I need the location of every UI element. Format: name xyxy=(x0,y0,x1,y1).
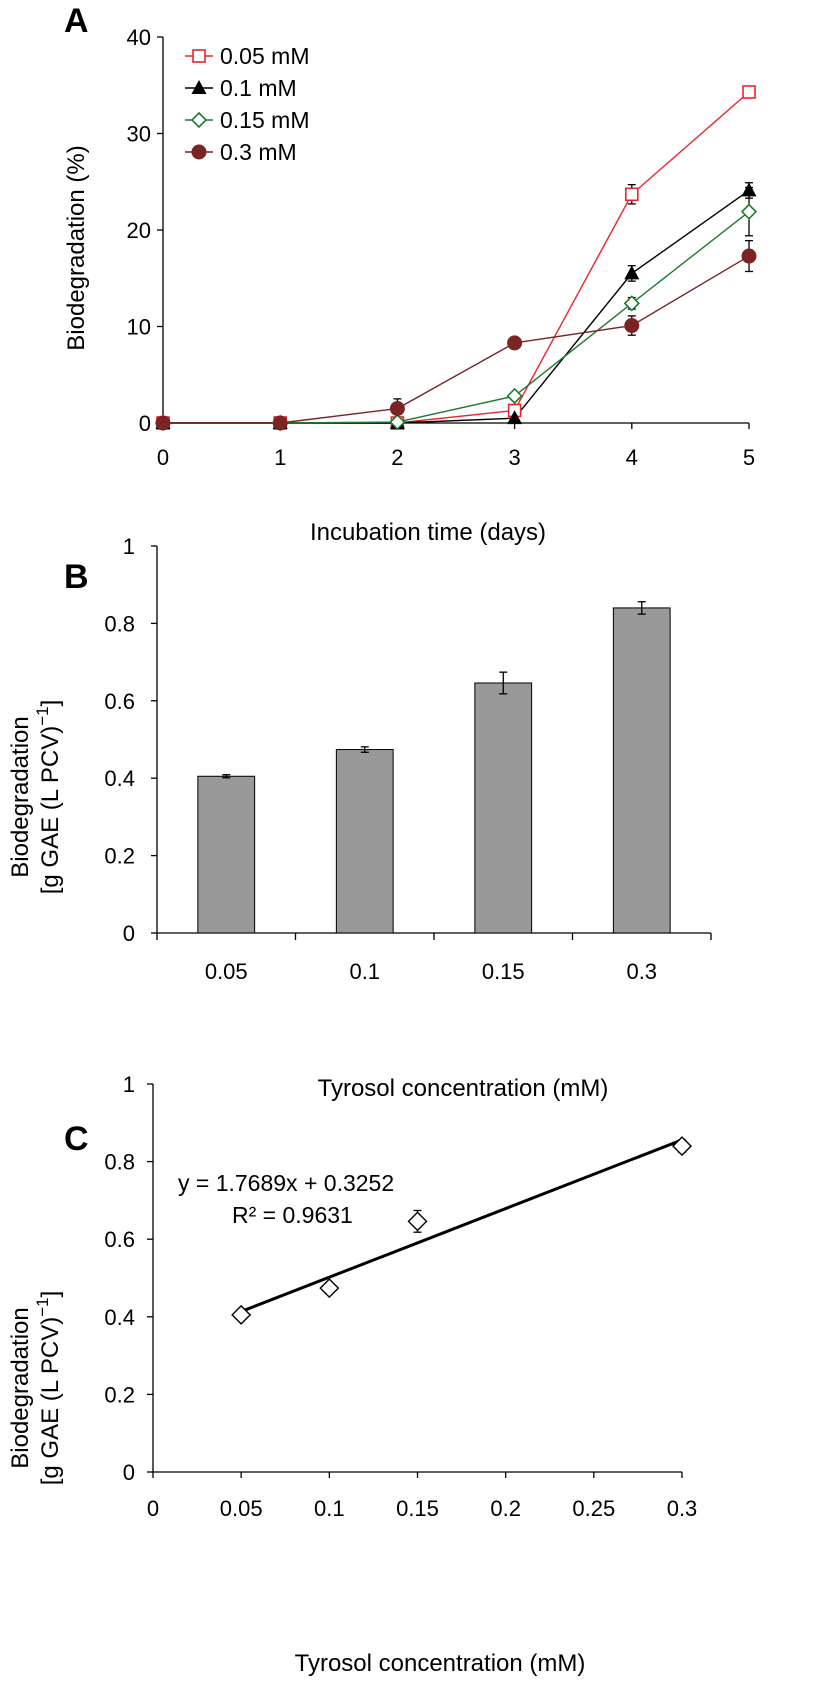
panel-c-y-title: Biodegradation [g GAE (L PCV)−1] xyxy=(7,1291,64,1486)
panel-b-y-tick-label: 0.2 xyxy=(104,844,135,869)
panel-c-point-0.05 xyxy=(231,1304,252,1325)
legend-label-2: 0.15 mM xyxy=(220,107,309,133)
panel-a-x-tick-label: 5 xyxy=(743,445,755,470)
panel-a-x-tick-label: 2 xyxy=(391,445,403,470)
panel-a-series-line-1 xyxy=(163,189,750,424)
panel-a-letter: A xyxy=(64,2,89,40)
panel-c-x-tick-label: 0.15 xyxy=(396,1496,439,1521)
panel-c-y-title-line1: Biodegradation xyxy=(7,1307,34,1468)
panel-a-point-2 xyxy=(506,387,523,405)
panel-a-x-title: Incubation time (days) xyxy=(310,519,546,546)
panel-a-point-1 xyxy=(624,265,640,280)
legend-marker-1 xyxy=(191,80,207,94)
panel-c-y-tick-label: 0.2 xyxy=(104,1382,135,1407)
legend-marker-3 xyxy=(191,144,207,160)
svg-text:[g GAE (L PCV)−1]: [g GAE (L PCV)−1] xyxy=(33,700,64,895)
panel-b-y-tick-label: 1 xyxy=(123,534,135,559)
panel-a-point-3 xyxy=(507,335,523,351)
panel-c-x-tick-label: 0.25 xyxy=(572,1496,615,1521)
panel-a-x-tick-label: 1 xyxy=(274,445,286,470)
panel-c-x-title: Tyrosol concentration (mM) xyxy=(295,1650,586,1677)
panel-b-x-tick-label: 0.05 xyxy=(205,959,248,984)
legend-label-1: 0.1 mM xyxy=(220,75,297,101)
panel-a-point-3 xyxy=(624,318,640,334)
panel-a-point-2 xyxy=(623,295,640,312)
panel-c-y-title-sup: −1 xyxy=(33,1297,52,1316)
panel-a-point-3 xyxy=(272,415,288,431)
panel-a-point-0 xyxy=(742,85,756,99)
panel-b-x-tick-label: 0.1 xyxy=(349,959,380,984)
panel-b-x-tick-label: 0.15 xyxy=(482,959,525,984)
panel-c-x-tick-label: 0.05 xyxy=(220,1496,263,1521)
bar-0.3 xyxy=(612,607,671,934)
panel-a-point-2 xyxy=(740,203,758,220)
panel-c-y-tick-label: 0.6 xyxy=(104,1227,135,1252)
panel-a-y-title: Biodegradation (%) xyxy=(63,145,90,350)
panel-a-y-tick-label: 40 xyxy=(127,25,151,50)
panel-c-y-tick-label: 1 xyxy=(123,1072,135,1097)
panel-a-point-0 xyxy=(624,187,639,202)
panel-c-point-0.3 xyxy=(672,1136,692,1157)
panel-b-y-title-line2: [g GAE (L PCV) xyxy=(37,726,64,895)
panel-c-y-tick-label: 0.4 xyxy=(104,1305,135,1330)
panel-b-y-title-close: ] xyxy=(37,700,64,707)
panel-c-letter: C xyxy=(64,1120,89,1158)
panel-a-point-1 xyxy=(507,410,523,425)
panel-a-point-1 xyxy=(741,182,757,197)
panel-a-point-3 xyxy=(389,401,405,417)
panel-a-x-tick-label: 3 xyxy=(508,445,520,470)
panel-c-trendline xyxy=(240,1138,683,1313)
panel-a-series-line-2 xyxy=(163,211,750,424)
bar-0.05 xyxy=(197,775,256,934)
panel-a-x-tick-label: 0 xyxy=(157,445,169,470)
panel-c-point-0.1 xyxy=(319,1278,340,1299)
panel-c-x-tick-label: 0 xyxy=(147,1496,159,1521)
panel-a-point-2 xyxy=(389,413,406,431)
panel-b: B 0 0.2 0.4 0.6 0.8 1 0.05 0.1 0.15 0.3 Tyrosol … xyxy=(7,534,712,1102)
panel-b-y-title-line1: Biodegradation xyxy=(7,716,34,877)
panel-a-x-tick-label: 4 xyxy=(626,445,638,470)
panel-c-r2: R² = 0.9631 xyxy=(232,1202,353,1228)
panel-b-x-title: Tyrosol concentration (mM) xyxy=(318,1075,609,1102)
panel-c-equation: y = 1.7689x + 0.3252 xyxy=(178,1170,394,1196)
panel-a-point-3 xyxy=(741,248,757,264)
legend-label-0: 0.05 mM xyxy=(220,43,309,69)
panel-b-y-tick-label: 0 xyxy=(123,921,135,946)
legend-marker-0 xyxy=(192,49,206,63)
panel-c-y-title-line2: [g GAE (L PCV) xyxy=(37,1317,64,1486)
panel-b-y-title-sup: −1 xyxy=(33,706,52,725)
panel-c-y-tick-label: 0 xyxy=(123,1460,135,1485)
panel-a-y-tick-label: 30 xyxy=(127,122,151,147)
panel-b-x-tick-label: 0.3 xyxy=(626,959,657,984)
panel-c-point-0.15 xyxy=(407,1211,428,1232)
panel-b-letter: B xyxy=(64,558,89,596)
panel-b-y-tick-label: 0.6 xyxy=(104,689,135,714)
panel-c-x-tick-label: 0.3 xyxy=(667,1496,698,1521)
bar-0.1 xyxy=(335,749,394,934)
legend-label-3: 0.3 mM xyxy=(220,139,297,165)
panel-c: C 0 0.2 0.4 0.6 0.8 1 0 0.05 0.1 0.15 0.2 0.25 0.3 y… xyxy=(7,1072,697,1677)
panel-a-series-line-3 xyxy=(163,255,750,424)
panel-c-y-title-close: ] xyxy=(37,1291,64,1298)
panel-c-x-tick-label: 0.2 xyxy=(490,1496,521,1521)
panel-a-y-tick-label: 0 xyxy=(139,411,151,436)
legend-marker-2 xyxy=(190,111,208,129)
panel-a-y-tick-label: 20 xyxy=(127,218,151,243)
panel-a-legend: 0.05 mM 0.1 mM 0.15 mM 0.3 mM xyxy=(185,43,309,165)
svg-text:[g GAE (L PCV)−1]: [g GAE (L PCV)−1] xyxy=(33,1291,64,1486)
panel-c-y-tick-label: 0.8 xyxy=(104,1150,135,1175)
panel-b-y-title: Biodegradation [g GAE (L PCV)−1] xyxy=(7,700,64,895)
bar-0.15 xyxy=(474,682,533,934)
panel-b-y-tick-label: 0.8 xyxy=(104,611,135,636)
panel-a-y-tick-label: 10 xyxy=(127,315,151,340)
panel-b-y-tick-label: 0.4 xyxy=(104,766,135,791)
panel-c-x-tick-label: 0.1 xyxy=(314,1496,345,1521)
panel-a-point-3 xyxy=(155,415,171,431)
